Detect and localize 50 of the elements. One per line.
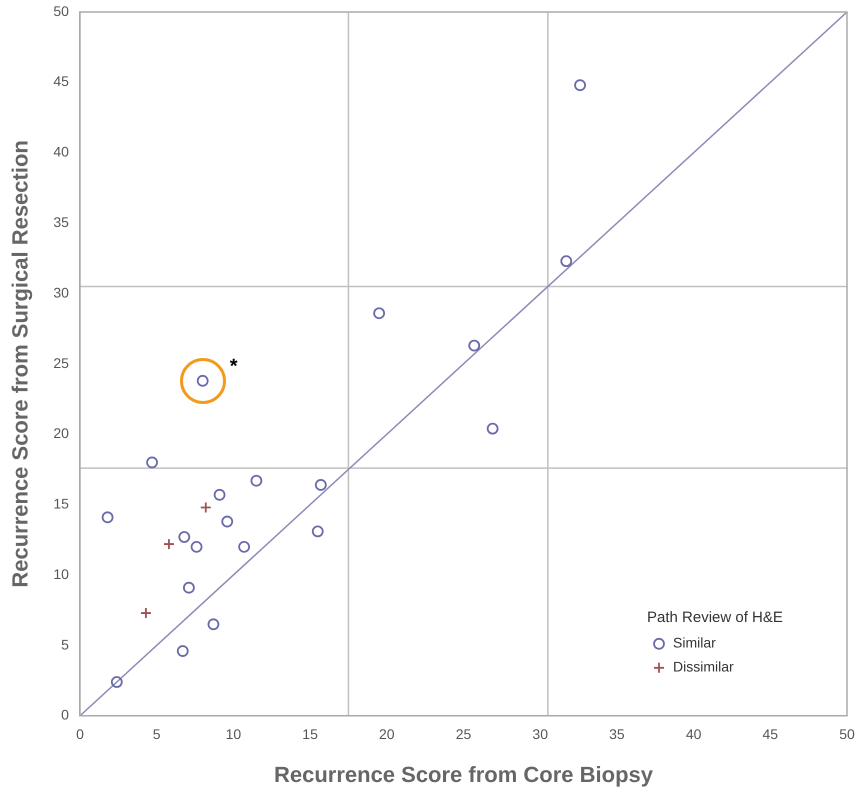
point bbox=[468, 340, 480, 352]
x-tick-label: 40 bbox=[686, 726, 702, 742]
y-tick-label: 30 bbox=[53, 284, 70, 300]
y-tick-label: 20 bbox=[53, 425, 70, 442]
point bbox=[190, 540, 202, 553]
point bbox=[176, 645, 189, 657]
point bbox=[178, 531, 190, 543]
legend-title: Path Review of H&E bbox=[647, 608, 783, 626]
x-tick-label: 30 bbox=[532, 726, 548, 742]
point bbox=[560, 255, 572, 268]
y-tick-label: 45 bbox=[53, 73, 70, 90]
x-tick-label: 45 bbox=[762, 726, 778, 742]
x-tick-label: 25 bbox=[456, 726, 472, 742]
point bbox=[314, 479, 327, 491]
point bbox=[200, 502, 212, 514]
y-tick-label: 15 bbox=[53, 496, 70, 512]
x-tick-label: 20 bbox=[378, 726, 395, 742]
point bbox=[110, 676, 123, 688]
legend-label: Dissimilar bbox=[673, 658, 734, 675]
y-tick-label: 25 bbox=[53, 354, 70, 371]
point bbox=[486, 422, 499, 435]
y-tick-label: 5 bbox=[61, 636, 70, 652]
point bbox=[140, 607, 152, 619]
annotation: * bbox=[230, 355, 238, 378]
y-tick-label: 35 bbox=[53, 214, 70, 230]
x-tick-label: 0 bbox=[76, 726, 84, 742]
x-axis-title: Recurrence Score from Core Biopsy bbox=[274, 762, 654, 787]
point bbox=[373, 307, 386, 320]
point bbox=[163, 538, 175, 550]
y-tick-label: 0 bbox=[61, 706, 70, 723]
legend-label: Similar bbox=[673, 634, 716, 651]
point bbox=[221, 516, 234, 528]
y-tick-label: 10 bbox=[53, 566, 70, 582]
x-tick-label: 5 bbox=[152, 726, 161, 742]
x-tick-label: 35 bbox=[609, 726, 625, 742]
point bbox=[182, 582, 195, 594]
y-tick-label: 50 bbox=[53, 2, 70, 19]
point bbox=[250, 474, 262, 487]
x-tick-label: 15 bbox=[302, 726, 318, 742]
point bbox=[146, 456, 158, 468]
point bbox=[102, 511, 114, 524]
point bbox=[208, 618, 220, 630]
x-tick-label: 50 bbox=[839, 726, 855, 742]
y-axis-title: Recurrence Score from Surgical Resection bbox=[7, 140, 32, 588]
x-tick-label: 10 bbox=[226, 726, 242, 742]
y-tick-label: 40 bbox=[53, 144, 70, 160]
point bbox=[574, 79, 586, 92]
point bbox=[238, 540, 250, 553]
point bbox=[312, 526, 324, 538]
point bbox=[214, 488, 226, 501]
